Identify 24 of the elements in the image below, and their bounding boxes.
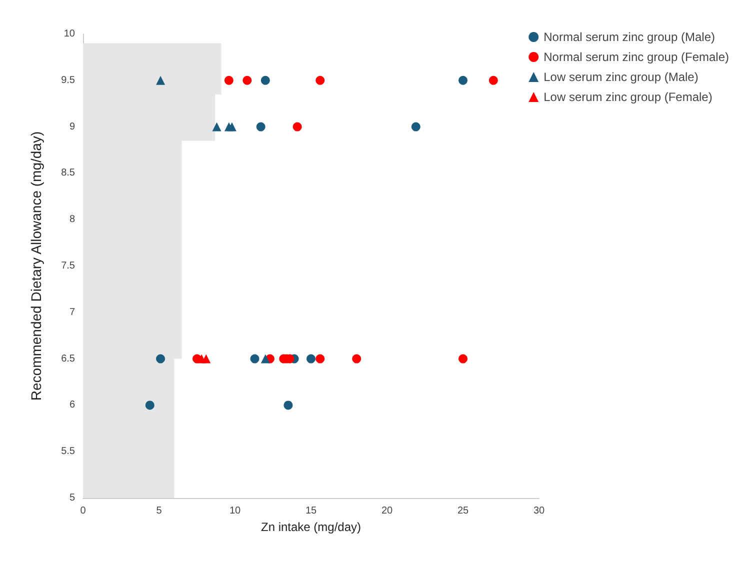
x-tick-label: 5 — [156, 506, 162, 516]
legend-label: Normal serum zinc group (Female) — [544, 50, 730, 64]
x-tick-label: 30 — [533, 506, 545, 516]
y-tick-label: 9 — [69, 121, 76, 132]
x-tick-label: 20 — [381, 506, 393, 516]
x-tick-label: 15 — [305, 506, 317, 516]
x-axis-title: Zn intake (mg/day) — [260, 520, 362, 534]
y-tick-label: 6.5 — [61, 353, 76, 364]
legend-label: Low serum zinc group (Male) — [544, 70, 698, 84]
legend-label: Low serum zinc group (Female) — [544, 90, 712, 104]
x-tick-label: 0 — [80, 506, 86, 516]
y-tick-label: 8 — [69, 214, 76, 226]
y-tick-label: 7 — [69, 306, 76, 318]
y-tick-label: 9.5 — [61, 74, 76, 86]
y-tick-label: 8.5 — [61, 168, 76, 179]
y-tick-label: 6 — [69, 400, 76, 411]
x-tick-label: 10 — [229, 506, 241, 516]
y-tick-label: 5 — [69, 492, 76, 504]
legend-label: Normal serum zinc group (Male) — [544, 30, 716, 44]
y-tick-label: 7.5 — [61, 260, 76, 272]
x-tick-label: 25 — [457, 506, 469, 516]
y-tick-label: 5.5 — [61, 446, 76, 458]
y-tick-label: 10 — [64, 28, 76, 40]
y-axis-title: Recommended Dietary Allowance (mg/day) — [28, 131, 44, 401]
